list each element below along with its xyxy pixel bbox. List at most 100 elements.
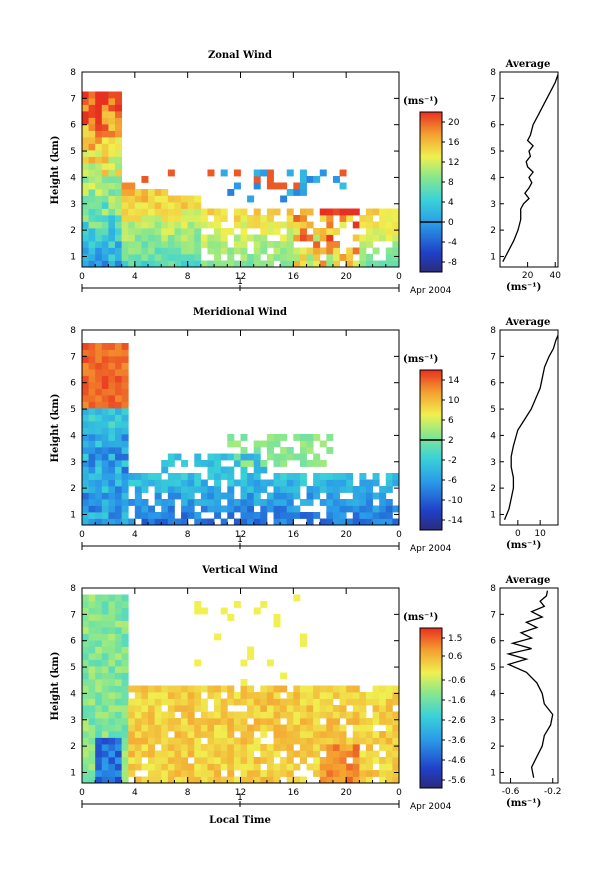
heatmap-cell [101, 466, 109, 474]
heatmap-cell [332, 763, 340, 771]
heatmap-cell [115, 614, 123, 621]
heatmap-cell [233, 241, 241, 248]
heatmap-cell [95, 395, 103, 402]
heatmap-cell [108, 505, 116, 513]
heatmap-cell [214, 505, 222, 513]
heatmap-cell [240, 770, 248, 777]
heatmap-cell [306, 208, 314, 216]
heatmap-cell [95, 427, 103, 435]
y-tick-label: 8 [70, 584, 76, 594]
heatmap-cell [115, 130, 123, 138]
heatmap-cell [280, 672, 288, 680]
heatmap-cell [154, 195, 162, 203]
heatmap-cell [220, 724, 228, 732]
date-label: Apr 2004 [410, 802, 452, 812]
colorbar-tick-label: -14 [448, 516, 463, 526]
heatmap-cell [313, 460, 321, 467]
heatmap-cell [306, 744, 314, 751]
heatmap-cell [253, 711, 261, 719]
heatmap-cell [372, 473, 380, 480]
heatmap-cell [313, 434, 321, 441]
y-tick-label: 7 [70, 352, 76, 362]
heatmap-cell [280, 770, 288, 777]
heatmap-cell [121, 388, 129, 396]
heatmap-cell [346, 776, 354, 784]
chart-title: Vertical Wind [201, 565, 278, 576]
heatmap-cell [240, 492, 248, 500]
colorbar-tick-label: 6 [448, 416, 454, 426]
heatmap-cell [306, 247, 314, 255]
heatmap-cell [365, 744, 373, 751]
heatmap-cell [346, 711, 354, 719]
heatmap-cell [88, 414, 96, 422]
heatmap-cell [313, 176, 321, 183]
heatmap-cell [88, 254, 96, 261]
heatmap-cell [115, 505, 123, 513]
heatmap-cell [95, 466, 103, 474]
heatmap-cell [82, 607, 89, 615]
heatmap-cell [128, 518, 136, 526]
heatmap-cell [95, 130, 103, 138]
heatmap-cell [220, 711, 228, 719]
heatmap-cell [148, 195, 156, 203]
heatmap-cell [293, 724, 301, 732]
heatmap-cell [214, 486, 222, 493]
heatmap-cell [95, 408, 103, 415]
heatmap-cell [88, 349, 96, 357]
heatmap-cell [240, 466, 248, 474]
heatmap-cell [181, 221, 189, 229]
heatmap-cell [187, 215, 195, 222]
heatmap-cell [346, 479, 354, 487]
heatmap-cell [293, 776, 301, 784]
heatmap-cell [154, 776, 162, 784]
heatmap-cell [95, 453, 103, 461]
heatmap-cell [134, 254, 142, 261]
heatmap-cell [200, 486, 208, 493]
heatmap-cell [101, 117, 109, 125]
heatmap-cell [266, 447, 274, 454]
heatmap-cell [200, 718, 208, 725]
heatmap-cell [253, 479, 261, 487]
heatmap-cell [326, 228, 334, 235]
heatmap-cell [200, 770, 208, 777]
heatmap-cell [95, 607, 103, 615]
heatmap-cell [115, 718, 123, 725]
heatmap-cell [181, 499, 189, 506]
heatmap-cell [280, 182, 288, 190]
heatmap-cell [326, 221, 334, 229]
heatmap-cell [339, 182, 347, 190]
heatmap-cell [253, 607, 261, 615]
heatmap-cell [247, 724, 255, 732]
heatmap-cell [346, 770, 354, 777]
heatmap-cell [372, 260, 380, 268]
heatmap-cell [95, 91, 103, 99]
heatmap-cell [148, 228, 156, 235]
heatmap-cell [174, 473, 182, 480]
heatmap-cell [240, 757, 248, 764]
heatmap-cell [326, 692, 334, 699]
heatmap-cell [88, 679, 96, 686]
heatmap-cell [273, 512, 281, 519]
heatmap-cell [134, 499, 142, 506]
heatmap-cell [154, 499, 162, 506]
heatmap-cell [101, 763, 109, 771]
heatmap-cell [260, 512, 268, 519]
heatmap-cell [101, 705, 109, 712]
heatmap-cell [101, 776, 109, 784]
heatmap-cell [88, 375, 96, 383]
heatmap-cell [108, 627, 116, 634]
heatmap-cell [187, 479, 195, 487]
heatmap-cell [365, 692, 373, 699]
heatmap-cell [167, 228, 175, 235]
heatmap-cell [108, 646, 116, 654]
heatmap-cell [88, 241, 96, 248]
heatmap-cell [247, 711, 255, 719]
heatmap-cell [339, 512, 347, 519]
heatmap-cell [306, 434, 314, 441]
heatmap-cell [167, 763, 175, 771]
heatmap-cell [200, 757, 208, 764]
heatmap-cell [194, 763, 202, 771]
heatmap-cell [273, 698, 281, 706]
